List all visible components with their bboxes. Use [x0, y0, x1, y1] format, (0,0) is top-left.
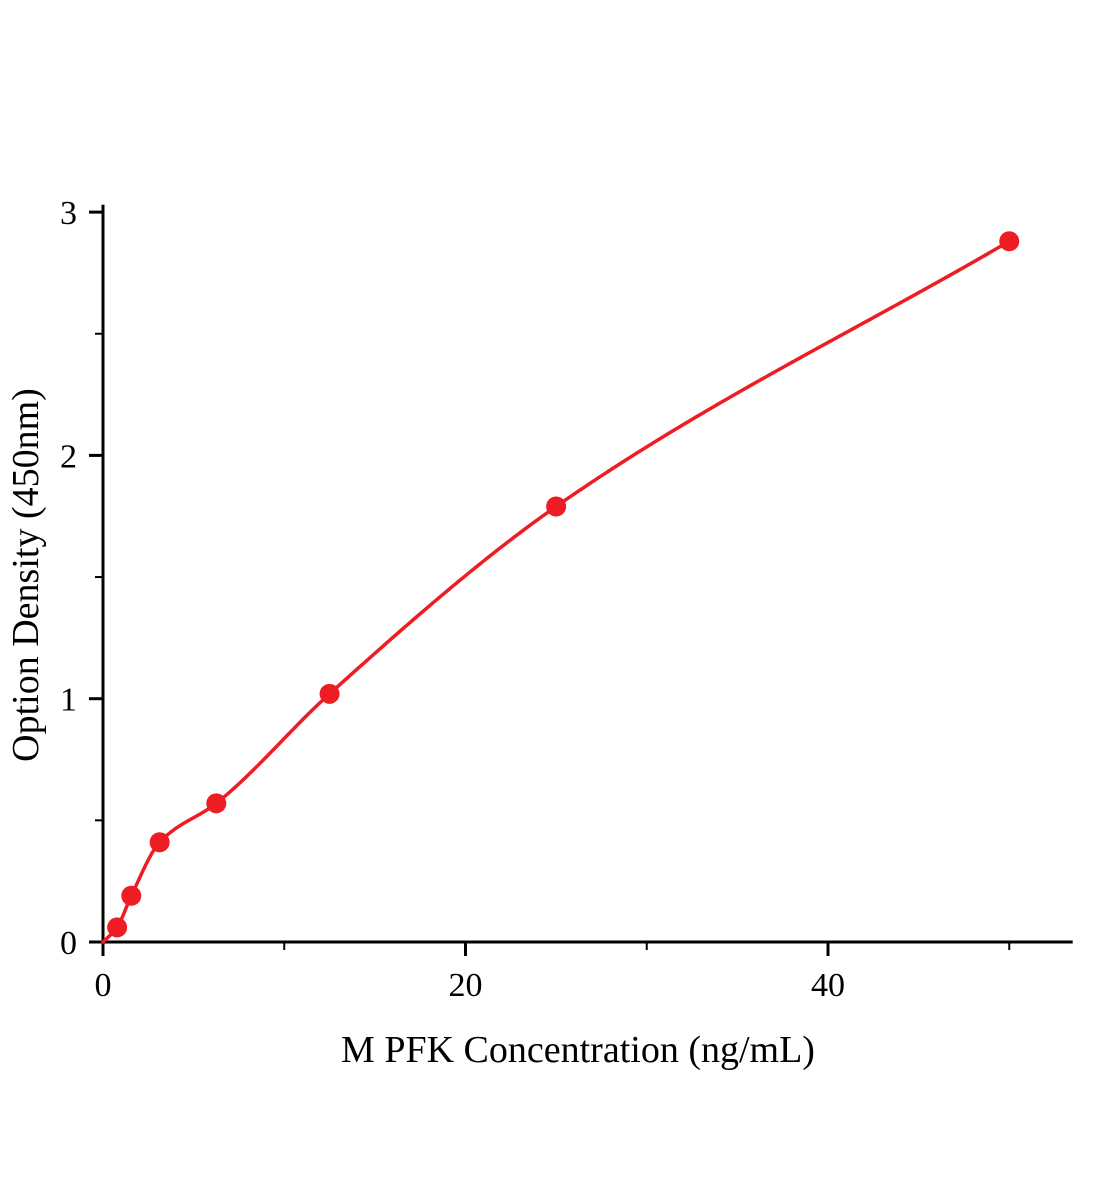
- data-point: [319, 683, 340, 704]
- y-tick-label: 3: [60, 195, 77, 232]
- x-tick-label: 20: [449, 967, 483, 1004]
- plot-layer: 0 20 40 0 1 2 3: [60, 195, 1073, 1004]
- fit-curve: [101, 239, 1011, 944]
- y-tick-label: 2: [60, 438, 77, 475]
- y-axis-title: Option Density (450nm): [5, 388, 47, 762]
- data-point: [206, 793, 227, 814]
- data-point: [107, 917, 128, 938]
- y-tick-label: 0: [60, 925, 77, 962]
- data-point: [121, 885, 142, 906]
- data-point: [149, 832, 170, 853]
- x-tick-label: 40: [811, 967, 845, 1004]
- data-point: [546, 496, 567, 517]
- x-tick-label: 0: [95, 967, 112, 1004]
- data-point: [999, 231, 1020, 252]
- y-tick-label: 1: [60, 682, 77, 719]
- x-axis-title: M PFK Concentration (ng/mL): [341, 1029, 815, 1071]
